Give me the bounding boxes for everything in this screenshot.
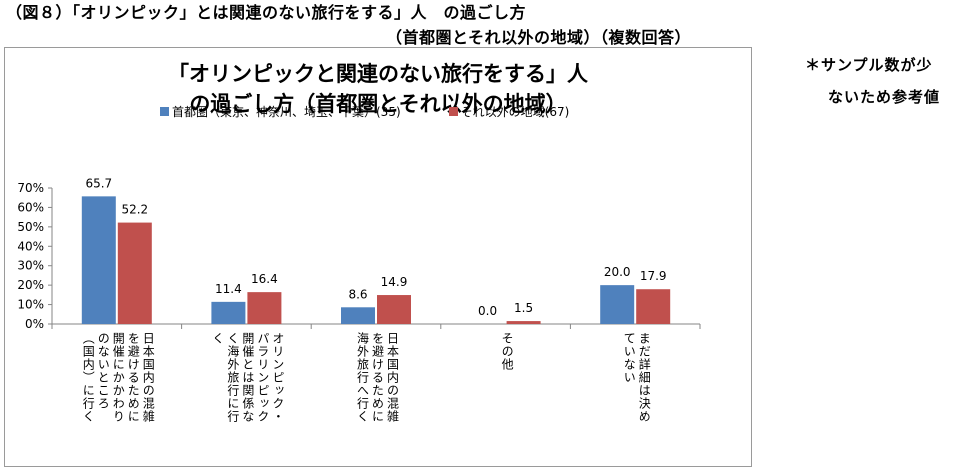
category-label-line: のないところ (96, 332, 111, 410)
chart-title-line2: の過ごし方（首都圏とそれ以外の地域） (189, 92, 567, 116)
bar-series1 (600, 285, 635, 324)
data-label-series2: 16.4 (251, 272, 278, 286)
category-label: その他 (498, 332, 515, 462)
data-label-series1: 20.0 (604, 265, 631, 279)
y-tick-label: 10% (17, 298, 44, 312)
category-label-line: オリンピック・ (270, 332, 285, 423)
sample-note-line1: ＊サンプル数が少 (805, 56, 933, 74)
legend-label-series1: 首都圏（東京、神奈川、埼玉、千葉）(35) (172, 105, 401, 119)
category-label-line: く海外旅行に行 (225, 332, 240, 423)
legend-label-series2: それ以外の地域(67) (460, 105, 570, 119)
data-label-series2: 1.5 (514, 301, 533, 315)
category-label-line: を避けるために (126, 332, 141, 423)
category-label: まだ詳細は決め ていない (620, 332, 652, 462)
category-label-line: 日本国内の混雑 (385, 332, 400, 423)
category-label-line: く (210, 332, 225, 345)
data-label-series1: 65.7 (85, 176, 112, 190)
y-tick-label: 50% (17, 220, 44, 234)
chart-legend: 首都圏（東京、神奈川、埼玉、千葉）(35) それ以外の地域(67) (160, 103, 617, 120)
category-label-line: を避けるために (370, 332, 385, 423)
bar-series1 (341, 307, 375, 324)
y-tick-label: 40% (17, 239, 44, 253)
category-label: 日本国内の混雑 を避けるために 海外旅行へ行く (354, 332, 400, 462)
sample-note-line2: ないため参考値 (828, 88, 941, 106)
category-label-line: その他 (500, 332, 515, 371)
legend-swatch-series1 (160, 107, 169, 116)
category-label-line: 開催とは関係な (240, 332, 255, 423)
figure-caption: （図８）「オリンピック」とは関連のない旅行をする」人 の過ごし方 (6, 3, 527, 22)
data-label-series2: 17.9 (640, 269, 667, 283)
bar-series2 (636, 289, 671, 324)
category-label-line: 海外旅行へ行く (355, 332, 370, 423)
legend-item-series2: それ以外の地域(67) (448, 103, 570, 120)
data-label-series2: 52.2 (121, 203, 148, 217)
category-label-line: ていない (622, 332, 637, 384)
category-label-line: まだ詳細は決め (637, 332, 652, 423)
bar-series2 (377, 295, 411, 324)
category-label: オリンピック・ パラリンピック 開催とは関係な く海外旅行に行く (209, 332, 285, 462)
y-tick-label: 20% (17, 278, 44, 292)
bar-series2 (506, 321, 541, 324)
figure-subcaption: （首都圏とそれ以外の地域）（複数回答） (386, 28, 692, 47)
data-label-series1: 11.4 (215, 282, 242, 296)
bar-series2 (117, 222, 152, 324)
y-tick-label: 30% (17, 259, 44, 273)
category-label-line: （国内）に行く (81, 332, 96, 423)
category-label-line: 日本国内の混雑 (141, 332, 156, 423)
data-label-series1: 0.0 (478, 304, 497, 318)
data-label-series2: 14.9 (381, 275, 408, 289)
bar-series1 (81, 196, 116, 324)
bar-series1 (211, 301, 246, 324)
legend-item-series1: 首都圏（東京、神奈川、埼玉、千葉）(35) (160, 103, 401, 120)
y-tick-label: 70% (17, 181, 44, 195)
data-label-series1: 8.6 (348, 287, 367, 301)
chart-title-line1: 「オリンピックと関連のない旅行をする」人 (168, 62, 588, 86)
y-tick-label: 0% (25, 317, 44, 331)
legend-swatch-series2 (448, 107, 458, 116)
category-label-line: 開催にかかわり (111, 332, 126, 423)
y-tick-label: 60% (17, 200, 44, 214)
category-label-line: パラリンピック (255, 332, 270, 423)
category-label: 日本国内の混雑 を避けるために 開催にかかわり のないところ （国内）に行く (79, 332, 156, 462)
bar-series2 (247, 292, 282, 324)
